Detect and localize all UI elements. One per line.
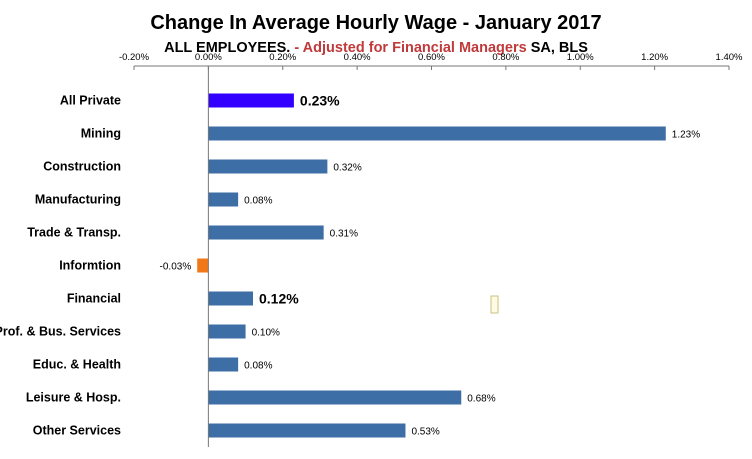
data-label: 0.31% bbox=[330, 229, 358, 240]
x-tick-label: 0.40% bbox=[344, 52, 371, 63]
bar-all-private bbox=[208, 93, 294, 108]
category-labels: All Private Mining Construction Manufacturi… bbox=[0, 94, 121, 438]
bar-mining bbox=[208, 126, 666, 141]
data-label: 0.23% bbox=[300, 93, 340, 109]
bar-educ-health bbox=[208, 357, 239, 372]
chart-subtitle: ALL EMPLOYEES. - Adjusted for Financial … bbox=[164, 40, 588, 56]
bars-group bbox=[197, 93, 666, 438]
subtitle-part-source: SA, BLS bbox=[531, 40, 589, 56]
x-tick-label: 0.00% bbox=[195, 52, 222, 63]
data-label: 0.08% bbox=[244, 196, 272, 207]
data-label: -0.03% bbox=[160, 262, 192, 273]
category-label: Leisure & Hosp. bbox=[26, 391, 121, 405]
category-label: Trade & Transp. bbox=[27, 226, 121, 240]
category-label: All Private bbox=[60, 94, 121, 108]
category-label: Manufacturing bbox=[35, 193, 121, 207]
bar-financial bbox=[208, 291, 253, 306]
x-tick-label: 0.20% bbox=[269, 52, 296, 63]
data-label: 0.08% bbox=[244, 361, 272, 372]
subtitle-part-adjusted: - Adjusted for Financial Managers bbox=[294, 40, 526, 56]
category-label: Construction bbox=[43, 160, 121, 174]
bar-informtion bbox=[197, 258, 209, 273]
x-tick-label: 1.40% bbox=[716, 52, 743, 63]
bar-leisure-hosp bbox=[208, 390, 462, 405]
category-label: Prof. & Bus. Services bbox=[0, 325, 121, 339]
category-label: Mining bbox=[81, 127, 121, 141]
data-labels: 0.23% 1.23% 0.32% 0.08% 0.31% -0.03% 0.12% 0.10… bbox=[160, 93, 701, 438]
bar-other-services bbox=[208, 423, 406, 438]
x-tick-label: 0.80% bbox=[492, 52, 519, 63]
category-label: Financial bbox=[67, 292, 121, 306]
bar-prof-bus-services bbox=[208, 324, 246, 339]
data-label: 0.10% bbox=[252, 328, 280, 339]
data-label: 0.53% bbox=[411, 427, 439, 438]
bar-construction bbox=[208, 159, 328, 174]
data-label: 0.68% bbox=[467, 394, 495, 405]
category-label: Other Services bbox=[33, 424, 121, 438]
category-label: Educ. & Health bbox=[33, 358, 121, 372]
data-label: 0.32% bbox=[333, 163, 361, 174]
category-label: Informtion bbox=[59, 259, 121, 273]
bar-trade-transp bbox=[208, 225, 324, 240]
x-tick-label: 0.60% bbox=[418, 52, 445, 63]
x-axis-ticks: -0.20% 0.00% 0.20% 0.40% 0.60% 0.80% 1.00% 1.20… bbox=[119, 52, 743, 70]
cursor-marker bbox=[490, 295, 499, 314]
bar-manufacturing bbox=[208, 192, 239, 207]
data-label: 1.23% bbox=[672, 130, 700, 141]
chart-title: Change In Average Hourly Wage - January … bbox=[150, 12, 601, 34]
x-tick-label: 1.20% bbox=[641, 52, 668, 63]
data-label: 0.12% bbox=[259, 291, 299, 307]
x-tick-label: 1.00% bbox=[567, 52, 594, 63]
subtitle-part-employees: ALL EMPLOYEES. bbox=[164, 40, 290, 56]
x-tick-label: -0.20% bbox=[119, 52, 150, 63]
